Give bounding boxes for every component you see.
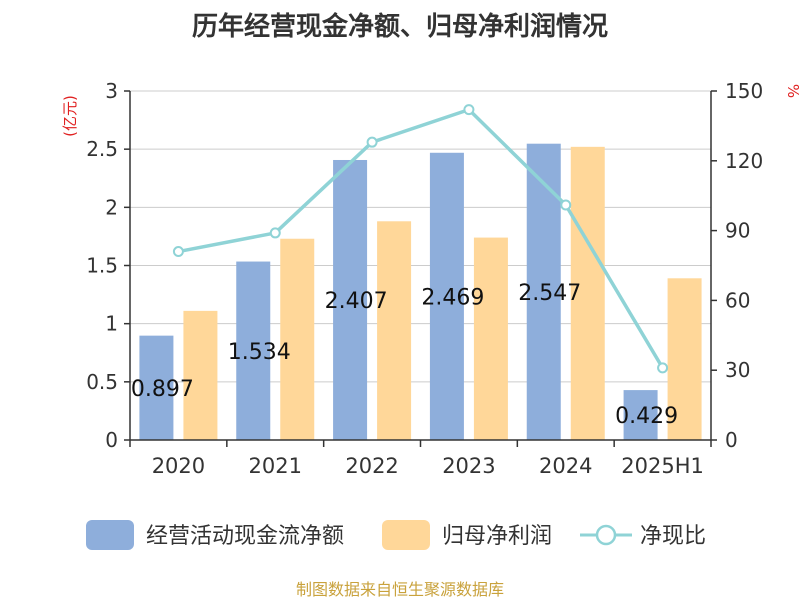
chart-title: 历年经营现金净额、归母净利润情况 <box>191 12 608 42</box>
ratio-point <box>172 246 184 258</box>
bar-cash-flow <box>623 390 658 440</box>
left-axis-unit: (亿元) <box>61 95 79 137</box>
bar-value-label: 0.897 <box>131 377 194 402</box>
x-axis-tick-label: 2020 <box>152 454 205 478</box>
right-axis-tick-label: 120 <box>725 149 763 173</box>
left-axis-tick-label: 2.5 <box>86 137 118 161</box>
right-axis-tick-label: 0 <box>725 428 738 452</box>
right-axis-tick-label: 60 <box>725 288 750 312</box>
legend-label-ratio: 净现比 <box>640 524 706 549</box>
bar-value-labels: 0.897 1.534 2.407 2.469 2.547 0.429 <box>131 281 678 429</box>
bar-net-profit <box>570 146 605 440</box>
bar-net-profit <box>667 278 702 440</box>
bar-cash-flow <box>333 159 368 441</box>
bar-net-profit <box>377 221 412 440</box>
x-axis-tick-label: 2023 <box>442 454 495 478</box>
bar-value-label: 1.534 <box>228 340 291 365</box>
left-axis-tick-label: 1 <box>105 312 118 336</box>
x-axis-tick-label: 2024 <box>539 454 592 478</box>
ratio-line-path <box>178 107 665 369</box>
bar-net-profit <box>183 310 218 440</box>
left-axis-tick-label: 0 <box>105 428 118 452</box>
left-axis-tick-label: 3 <box>105 79 118 103</box>
bar-value-label: 2.469 <box>421 285 484 310</box>
ratio-point <box>269 227 281 239</box>
bar-net-profit <box>280 238 315 440</box>
right-axis-tick-label: 150 <box>725 79 763 103</box>
bar-cash-flow <box>139 335 174 440</box>
bar-net-profit <box>473 237 508 440</box>
ratio-line <box>172 104 669 374</box>
right-axis-tick-label: 30 <box>725 358 750 382</box>
source-note: 制图数据来自恒生聚源数据库 <box>295 580 504 599</box>
ratio-point <box>560 199 572 211</box>
left-axis-tick-label: 0.5 <box>86 370 118 394</box>
left-axis-tick-label: 1.5 <box>86 254 118 278</box>
legend-swatch-net-profit <box>382 520 430 550</box>
bar-cash-flow <box>429 152 464 440</box>
bar-value-label: 2.547 <box>518 281 581 306</box>
legend-marker-ratio <box>595 524 617 546</box>
legend-label-net-profit: 归母净利润 <box>442 524 552 549</box>
legend: 经营活动现金流净额 归母净利润 净现比 <box>86 520 706 550</box>
gridlines <box>130 90 711 383</box>
right-axis-unit: % <box>784 84 800 98</box>
left-axis-tick-label: 2 <box>105 195 118 219</box>
bar-value-label: 2.407 <box>325 289 388 314</box>
ratio-point <box>366 136 378 148</box>
ratio-point <box>463 104 475 116</box>
bar-value-label: 0.429 <box>615 404 678 429</box>
legend-label-cash-flow: 经营活动现金流净额 <box>146 524 344 549</box>
x-axis-tick-label: 2021 <box>249 454 302 478</box>
bar-cash-flow <box>236 261 271 440</box>
right-axis-tick-label: 90 <box>725 219 750 243</box>
bars <box>139 143 702 441</box>
legend-swatch-cash-flow <box>86 520 134 550</box>
ratio-point <box>657 362 669 374</box>
x-axis-tick-label: 2025H1 <box>621 454 704 478</box>
x-axis-tick-label: 2022 <box>345 454 398 478</box>
